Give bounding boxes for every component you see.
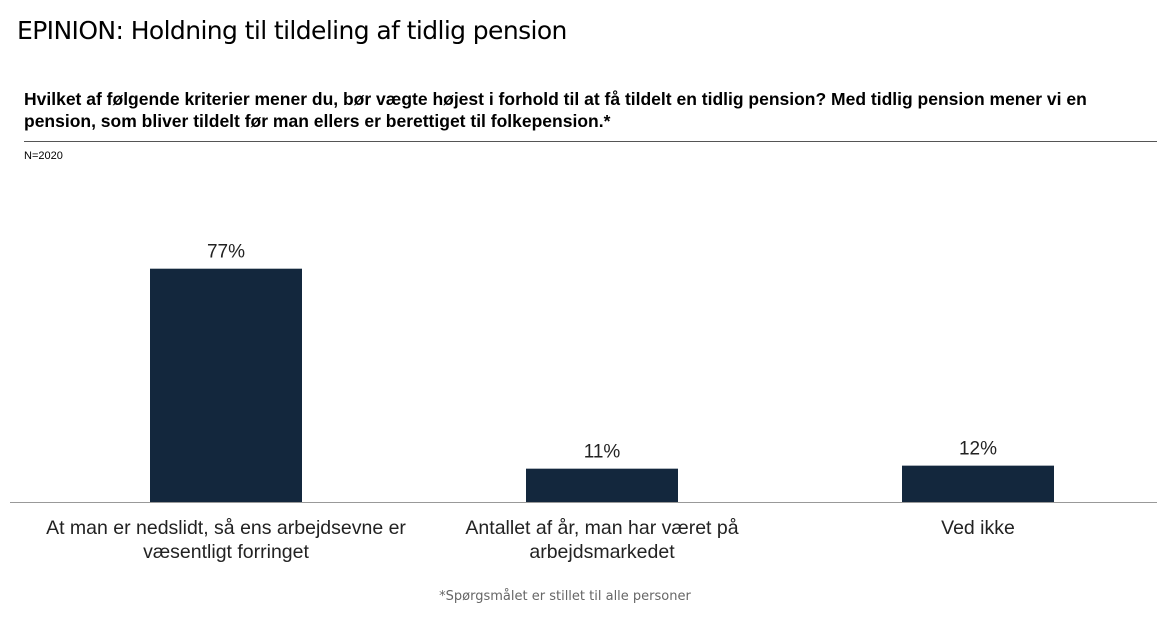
footnote: *Spørgsmålet er stillet til alle persone…: [439, 589, 691, 604]
chart-title: Holdning til tildeling af tidlig pension: [130, 16, 568, 45]
data-label: 12%: [959, 439, 997, 460]
x-tick-label: Antallet af år, man har været på arbejds…: [465, 517, 739, 563]
x-tick-label: At man er nedslidt, så ens arbejdsevne e…: [46, 517, 406, 563]
sample-note: N=2020: [24, 150, 63, 162]
question: Hvilket af følgende kriterier mener du, …: [24, 89, 1087, 131]
bar: [150, 268, 302, 502]
divider: [24, 141, 1157, 142]
header: EPINION: Holdning til tildeling af tidli…: [17, 16, 567, 45]
brand: EPINION:: [17, 16, 124, 45]
bar: [526, 468, 678, 502]
bar: [902, 465, 1054, 502]
data-label: 77%: [207, 242, 245, 263]
x-tick-label: Ved ikke: [941, 517, 1015, 539]
data-label: 11%: [584, 442, 621, 463]
